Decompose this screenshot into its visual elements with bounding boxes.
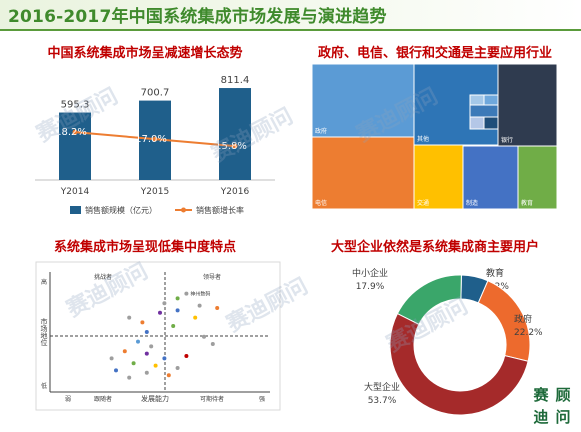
quadrant-label: 领导者 — [203, 273, 221, 281]
treemap-label: 政府 — [315, 127, 327, 135]
scatter-y-tick: 低 — [41, 382, 47, 390]
bar-chart-title: 中国系统集成市场呈减速增长态势 — [47, 46, 243, 61]
bar-category-label: Y2015 — [140, 187, 169, 197]
donut-slice-name: 教育 — [486, 267, 504, 279]
header-rule — [0, 29, 581, 31]
scatter-point — [197, 303, 202, 308]
bar-value-label: 700.7 — [141, 88, 170, 99]
scatter-point — [184, 291, 189, 296]
growth-rate-label: 15.8% — [215, 141, 247, 152]
quadrant-label: 挑战者 — [94, 273, 112, 281]
bar-category-label: Y2014 — [60, 187, 90, 197]
donut-slice-大型企业 — [389, 312, 529, 416]
header-band — [0, 0, 581, 30]
scatter-title: 系统集成市场呈现低集中度特点 — [53, 240, 236, 255]
bar-value-label: 811.4 — [221, 75, 250, 86]
page-header: 2016-2017年中国系统集成市场发展与演进趋势 — [0, 0, 581, 31]
scatter-point — [127, 375, 132, 380]
scatter-x-tick: 强 — [259, 396, 265, 403]
donut-slice-name: 大型企业 — [364, 381, 400, 393]
treemap-label: 其他 — [417, 135, 429, 143]
donut-slice-name: 政府 — [514, 313, 532, 325]
treemap-cell-教育 — [517, 145, 558, 210]
scatter-point — [136, 339, 140, 344]
bar-category-label: Y2016 — [220, 187, 250, 197]
legend-bar-label: 销售额规模（亿元） — [85, 205, 157, 215]
scatter-point — [127, 315, 132, 320]
scatter-point — [162, 301, 167, 306]
logo-char-2: 顾 — [555, 386, 571, 404]
logo-char-3: 迪 — [533, 408, 549, 426]
treemap-label: 电信 — [315, 199, 327, 207]
treemap-label: 教育 — [521, 199, 533, 207]
treemap-label: 制造 — [466, 199, 478, 207]
treemap-cell-电信 — [311, 136, 415, 210]
scatter-point — [202, 334, 206, 339]
treemap-cell-交通 — [413, 144, 464, 210]
scatter-point — [131, 361, 136, 366]
donut-title: 大型企业依然是系统集成商主要用户 — [330, 240, 539, 255]
scatter-point — [144, 330, 149, 334]
donut-slice-value: 17.9% — [356, 282, 385, 292]
scatter-point — [158, 310, 162, 315]
bar-Y2016 — [219, 88, 251, 180]
logo-char-1: 赛 — [533, 386, 549, 404]
treemap-title: 政府、电信、银行和交通是主要应用行业 — [317, 46, 552, 61]
treemap-label: 交通 — [417, 199, 429, 207]
scatter-point — [140, 320, 145, 325]
scatter-point — [162, 356, 167, 361]
scatter-point — [210, 342, 215, 346]
growth-rate-point — [72, 129, 78, 135]
treemap-cell — [483, 116, 499, 130]
scatter-point — [175, 366, 180, 370]
ccid-logo: 赛 顾 迪 问 — [530, 384, 574, 428]
bar-value-label: 595.3 — [61, 100, 90, 111]
scatter-y-label: 市场地位 — [40, 317, 48, 346]
scatter-x-tick: 弱 — [65, 396, 71, 403]
scatter-point — [109, 356, 114, 361]
scatter-x-label: 发展能力 — [141, 394, 169, 403]
donut-slice-value: 53.7% — [368, 396, 397, 406]
page-title: 2016-2017年中国系统集成市场发展与演进趋势 — [8, 7, 387, 27]
donut-slice-中小企业 — [396, 274, 462, 325]
scatter-point — [153, 363, 158, 368]
growth-rate-point — [152, 136, 158, 142]
treemap-label: 银行 — [501, 136, 513, 144]
scatter-point — [144, 370, 149, 375]
scatter-y-tick: 高 — [41, 278, 47, 286]
treemap-cell-制造 — [462, 145, 519, 210]
legend-bar-swatch — [70, 206, 81, 214]
legend-line-label: 销售额增长率 — [196, 205, 244, 215]
scatter-point — [215, 306, 220, 310]
bar-Y2014 — [59, 112, 91, 180]
donut-slice-name: 中小企业 — [352, 267, 388, 279]
scatter-point — [175, 308, 180, 313]
scatter-point — [122, 349, 127, 354]
scatter-point — [144, 351, 149, 356]
scatter-point — [175, 296, 180, 301]
growth-rate-point — [232, 143, 238, 149]
growth-rate-label: 18.2% — [55, 127, 87, 138]
logo-char-4: 问 — [555, 408, 571, 426]
scatter-point — [149, 344, 154, 349]
scatter-point — [184, 354, 189, 358]
scatter-point — [193, 315, 198, 320]
legend-line-marker — [181, 207, 186, 213]
quadrant-label: 跟随者 — [94, 395, 112, 403]
growth-rate-label: 17.0% — [135, 134, 167, 145]
scatter-point — [166, 373, 171, 378]
scatter-point — [114, 368, 118, 373]
scatter-point-label: 神州数码 — [190, 291, 210, 298]
donut-slice-value: 22.2% — [514, 328, 543, 338]
quadrant-label: 可期待者 — [200, 395, 224, 403]
scatter-point — [171, 324, 176, 328]
